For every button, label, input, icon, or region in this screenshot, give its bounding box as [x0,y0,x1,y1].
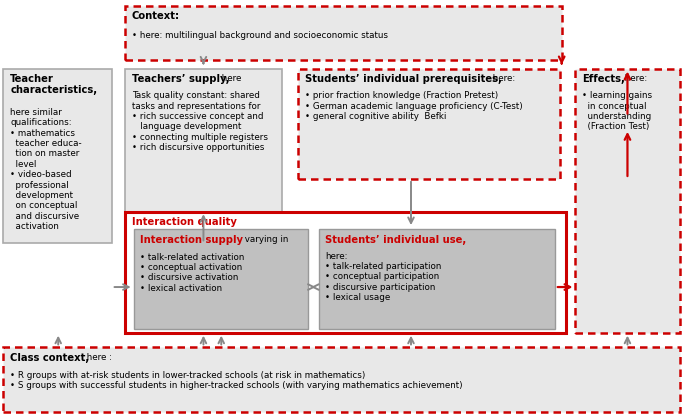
Text: here:
• talk-related participation
• conceptual participation
• discursive parti: here: • talk-related participation • con… [325,252,442,302]
Text: here :: here : [84,353,112,362]
Text: • learning gains
  in conceptual
  understanding
  (Fraction Test): • learning gains in conceptual understan… [582,91,652,131]
FancyBboxPatch shape [125,69,282,243]
FancyBboxPatch shape [125,212,566,333]
Text: Context:: Context: [132,11,179,21]
FancyBboxPatch shape [298,69,560,179]
Text: Interaction quality: Interaction quality [132,217,236,227]
FancyBboxPatch shape [3,347,680,412]
Text: • talk-related activation
• conceptual activation
• discursive activation
• lexi: • talk-related activation • conceptual a… [140,253,245,293]
Text: here: here [219,74,242,83]
FancyBboxPatch shape [319,229,555,329]
Text: Teachers’ supply,: Teachers’ supply, [132,74,229,84]
Text: Teacher
characteristics,: Teacher characteristics, [10,74,97,95]
FancyBboxPatch shape [3,69,112,243]
Text: • prior fraction knowledge (Fraction Pretest)
• German academic language profici: • prior fraction knowledge (Fraction Pre… [305,91,523,121]
Text: here:: here: [490,74,515,83]
Text: Effects,: Effects, [582,74,625,84]
Text: here similar
qualifications:
• mathematics
  teacher educa-
  tion on master
  l: here similar qualifications: • mathemati… [10,108,82,231]
Text: • R groups with at-risk students in lower-tracked schools (at risk in mathematic: • R groups with at-risk students in lowe… [10,371,463,390]
Text: Interaction supply: Interaction supply [140,235,243,245]
Text: Task quality constant: shared
tasks and representations for
• rich successive co: Task quality constant: shared tasks and … [132,91,268,152]
FancyBboxPatch shape [575,69,680,333]
Text: Students’ individual use,: Students’ individual use, [325,235,466,245]
Text: Class context,: Class context, [10,353,90,363]
Text: Students’ individual prerequisites,: Students’ individual prerequisites, [305,74,501,84]
Text: • here: multilingual background and socioeconomic status: • here: multilingual background and soci… [132,31,388,40]
FancyBboxPatch shape [125,6,562,60]
FancyBboxPatch shape [134,229,308,329]
Text: varying in: varying in [242,235,288,244]
Text: here:: here: [622,74,647,83]
